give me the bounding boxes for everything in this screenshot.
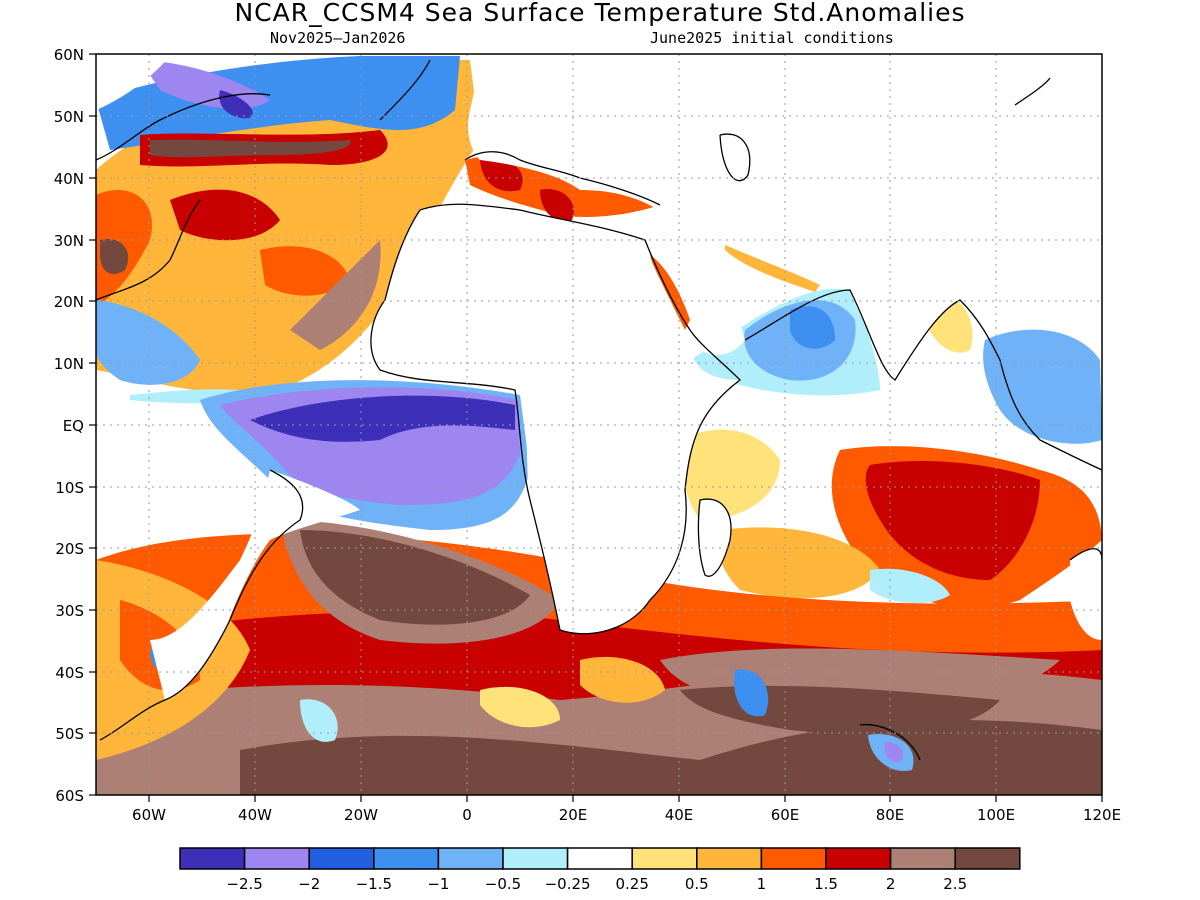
lat-label: 40S	[55, 664, 84, 682]
lat-label: 30N	[54, 232, 84, 250]
colorbar-label: −2.5	[226, 875, 262, 893]
colorbar-swatch	[696, 847, 763, 870]
lon-label: 80E	[876, 806, 905, 824]
lat-label: 60S	[55, 787, 84, 805]
colorbar-label: −2	[298, 875, 320, 893]
colorbar-label: 0.25	[615, 875, 648, 893]
colorbar-swatch	[760, 847, 827, 870]
lat-label: 30S	[55, 602, 84, 620]
colorbar-swatch	[631, 847, 698, 870]
lat-label: 60N	[54, 46, 84, 64]
lat-label: 20N	[54, 293, 84, 311]
colorbar-swatch	[825, 847, 892, 870]
colorbar-label: −0.25	[545, 875, 591, 893]
colorbar-label: 2	[886, 875, 896, 893]
lat-label: 50N	[54, 108, 84, 126]
lon-label: 40W	[238, 806, 272, 824]
colorbar-label: 0.5	[685, 875, 709, 893]
lon-label: 120E	[1083, 806, 1121, 824]
colorbar-swatch	[373, 847, 440, 870]
lon-label: 20W	[344, 806, 378, 824]
colorbar-swatch	[243, 847, 310, 870]
lat-label: 10N	[54, 355, 84, 373]
lat-labels: 60N 50N 40N 30N 20N 10N EQ 10S 20S 30S 4…	[54, 46, 84, 805]
colorbar-labels: −2.5 −2 −1.5 −1 −0.5 −0.25 0.25 0.5 1 1.5 2 2.5	[226, 875, 967, 893]
lat-label: 20S	[55, 540, 84, 558]
colorbar-swatch	[308, 847, 375, 870]
colorbar-swatch	[179, 847, 246, 870]
lon-label: 60E	[771, 806, 800, 824]
colorbar-swatch	[889, 847, 956, 870]
coastlines	[96, 59, 1102, 761]
colorbar-label: 2.5	[943, 875, 967, 893]
lon-labels: 60W 40W 20W 0 20E 40E 60E 80E 100E 120E	[132, 806, 1121, 824]
colorbar-swatch	[954, 847, 1021, 870]
lon-label: 60W	[132, 806, 166, 824]
colorbar-label: −1.5	[356, 875, 392, 893]
colorbar-label: −0.5	[485, 875, 521, 893]
lat-label: 10S	[55, 479, 84, 497]
colorbar-label: 1.5	[814, 875, 838, 893]
colorbar-swatch	[437, 847, 504, 870]
forecast-period: Nov2025–Jan2026	[270, 29, 406, 47]
lon-label: 20E	[559, 806, 588, 824]
lon-label: 40E	[665, 806, 694, 824]
lon-label: 100E	[977, 806, 1015, 824]
chart-title: NCAR_CCSM4 Sea Surface Temperature Std.A…	[234, 0, 966, 27]
lon-ticks	[148, 795, 1103, 802]
lon-label: 0	[462, 806, 472, 824]
lat-label: 50S	[55, 725, 84, 743]
initial-conditions: June2025 initial conditions	[650, 29, 894, 47]
colorbar-swatch	[566, 847, 633, 870]
colorbar-swatch	[502, 847, 569, 870]
colorbar-label: −1	[427, 875, 449, 893]
colorbar	[179, 847, 1021, 870]
colorbar-label: 1	[757, 875, 767, 893]
lat-label: EQ	[63, 417, 84, 435]
lat-ticks	[89, 53, 96, 796]
lat-label: 40N	[54, 170, 84, 188]
grid-lines	[96, 54, 1102, 795]
anomaly-field	[96, 54, 1102, 795]
